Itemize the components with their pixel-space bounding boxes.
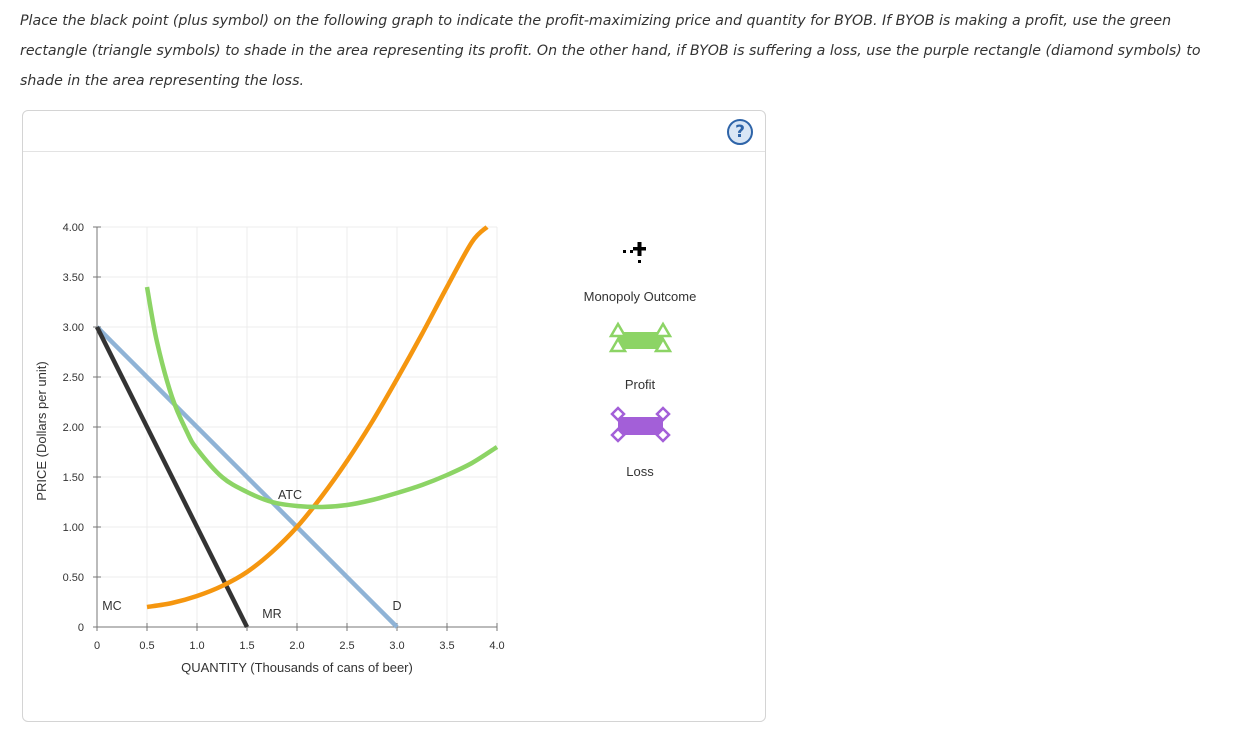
plus-point-icon [623, 242, 646, 263]
x-tick-label: 0.5 [139, 640, 154, 652]
curve-d[interactable] [95, 325, 399, 629]
loss-tool[interactable]: Loss [610, 406, 671, 479]
y-tick-label: 2.00 [63, 422, 84, 434]
legend-label-loss: Loss [626, 464, 654, 479]
legend: Monopoly Outcome Profit Loss [584, 242, 697, 479]
instructions-text: Place the black point (plus symbol) on t… [20, 13, 1201, 89]
graph-panel: ? [22, 110, 766, 722]
triangle-rectangle-icon [608, 321, 673, 353]
panel-header [23, 111, 765, 152]
curve-label-mr: MR [262, 607, 281, 621]
curve-labels: D MR MC ATC [102, 488, 401, 621]
x-axis-label: QUANTITY (Thousands of cans of beer) [181, 660, 413, 675]
curve-mr[interactable] [94, 325, 250, 629]
axes [93, 226, 498, 631]
y-tick-label: 4.00 [63, 222, 84, 234]
x-tick-label: 3.5 [439, 640, 454, 652]
curve-label-mc: MC [102, 599, 121, 613]
y-tick-label: 3.00 [63, 322, 84, 334]
x-tick-label: 2.0 [289, 640, 304, 652]
help-icon[interactable]: ? [727, 119, 753, 145]
x-tick-label: 1.5 [239, 640, 254, 652]
y-tick-label: 3.50 [63, 272, 84, 284]
y-tick-label: 0.50 [63, 572, 84, 584]
legend-label-monopoly: Monopoly Outcome [584, 289, 697, 304]
y-tick-label: 0 [78, 622, 84, 634]
x-tick-label: 0 [94, 640, 100, 652]
monopoly-outcome-tool[interactable]: Monopoly Outcome [584, 242, 697, 304]
y-tick-label: 1.50 [63, 472, 84, 484]
curves [94, 225, 499, 629]
legend-label-profit: Profit [625, 377, 656, 392]
curve-atc[interactable] [144, 286, 499, 510]
curve-label-atc: ATC [278, 488, 302, 502]
x-tick-label: 3.0 [389, 640, 404, 652]
tick-labels: 0 0.5 1.0 1.5 2.0 2.5 3.0 3.5 4.000.501.001.502.… [63, 222, 505, 652]
x-tick-label: 2.5 [339, 640, 354, 652]
y-axis-label: PRICE (Dollars per unit) [34, 361, 49, 500]
y-tick-label: 2.50 [63, 372, 84, 384]
x-tick-label: 4.0 [489, 640, 504, 652]
diamond-rectangle-icon [610, 406, 671, 443]
profit-tool[interactable]: Profit [608, 321, 673, 392]
curve-mc[interactable] [146, 225, 489, 610]
x-tick-label: 1.0 [189, 640, 204, 652]
grid [97, 226, 498, 627]
curve-label-d: D [392, 599, 401, 613]
y-tick-label: 1.00 [63, 522, 84, 534]
